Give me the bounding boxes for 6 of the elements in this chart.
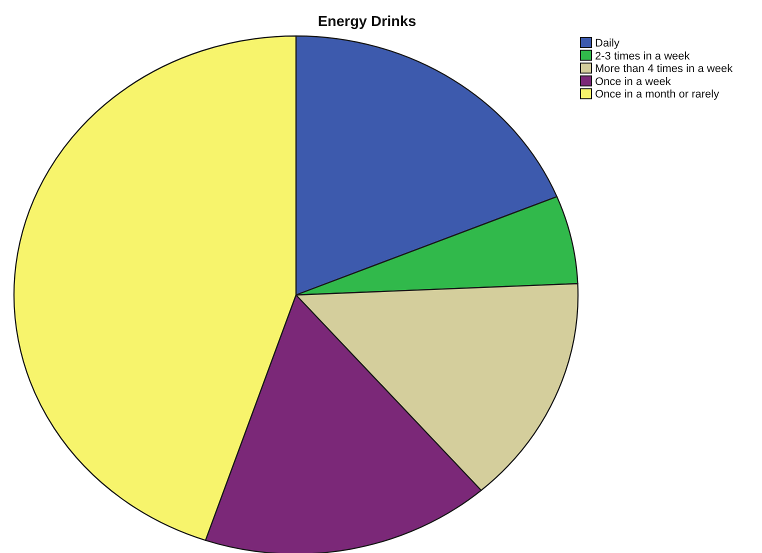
chart-title: Energy Drinks: [318, 14, 416, 30]
legend-label: Daily: [595, 38, 620, 50]
legend-label: 2-3 times in a week: [595, 50, 690, 62]
legend-label: Once in a week: [595, 76, 672, 88]
legend-label: More than 4 times in a week: [595, 63, 734, 76]
legend-label: Once in a month or rarely: [595, 88, 720, 101]
